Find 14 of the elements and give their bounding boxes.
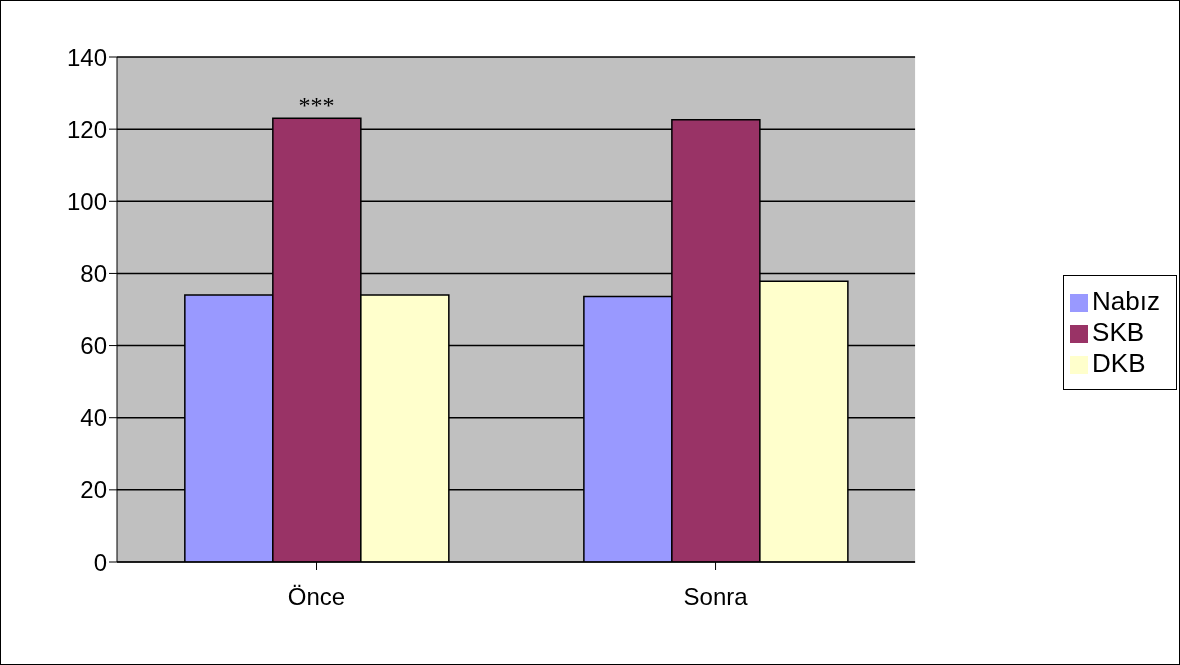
y-tick-label: 100 (66, 187, 107, 215)
legend-label: DKB (1092, 348, 1146, 378)
y-tick-label: 0 (93, 548, 107, 576)
legend-label: SKB (1092, 317, 1145, 347)
y-tick-label: 20 (80, 476, 107, 504)
y-tick-label: 80 (80, 259, 107, 287)
annotation: *** (298, 92, 335, 119)
x-tick-label: Önce (287, 583, 346, 611)
legend-label: Nabız (1092, 286, 1160, 316)
y-tick-label: 140 (66, 43, 107, 71)
y-tick-label: 60 (80, 332, 107, 360)
y-tick-label: 120 (66, 115, 107, 143)
y-tick-label: 40 (80, 404, 107, 432)
x-tick-label: Sonra (683, 583, 749, 611)
